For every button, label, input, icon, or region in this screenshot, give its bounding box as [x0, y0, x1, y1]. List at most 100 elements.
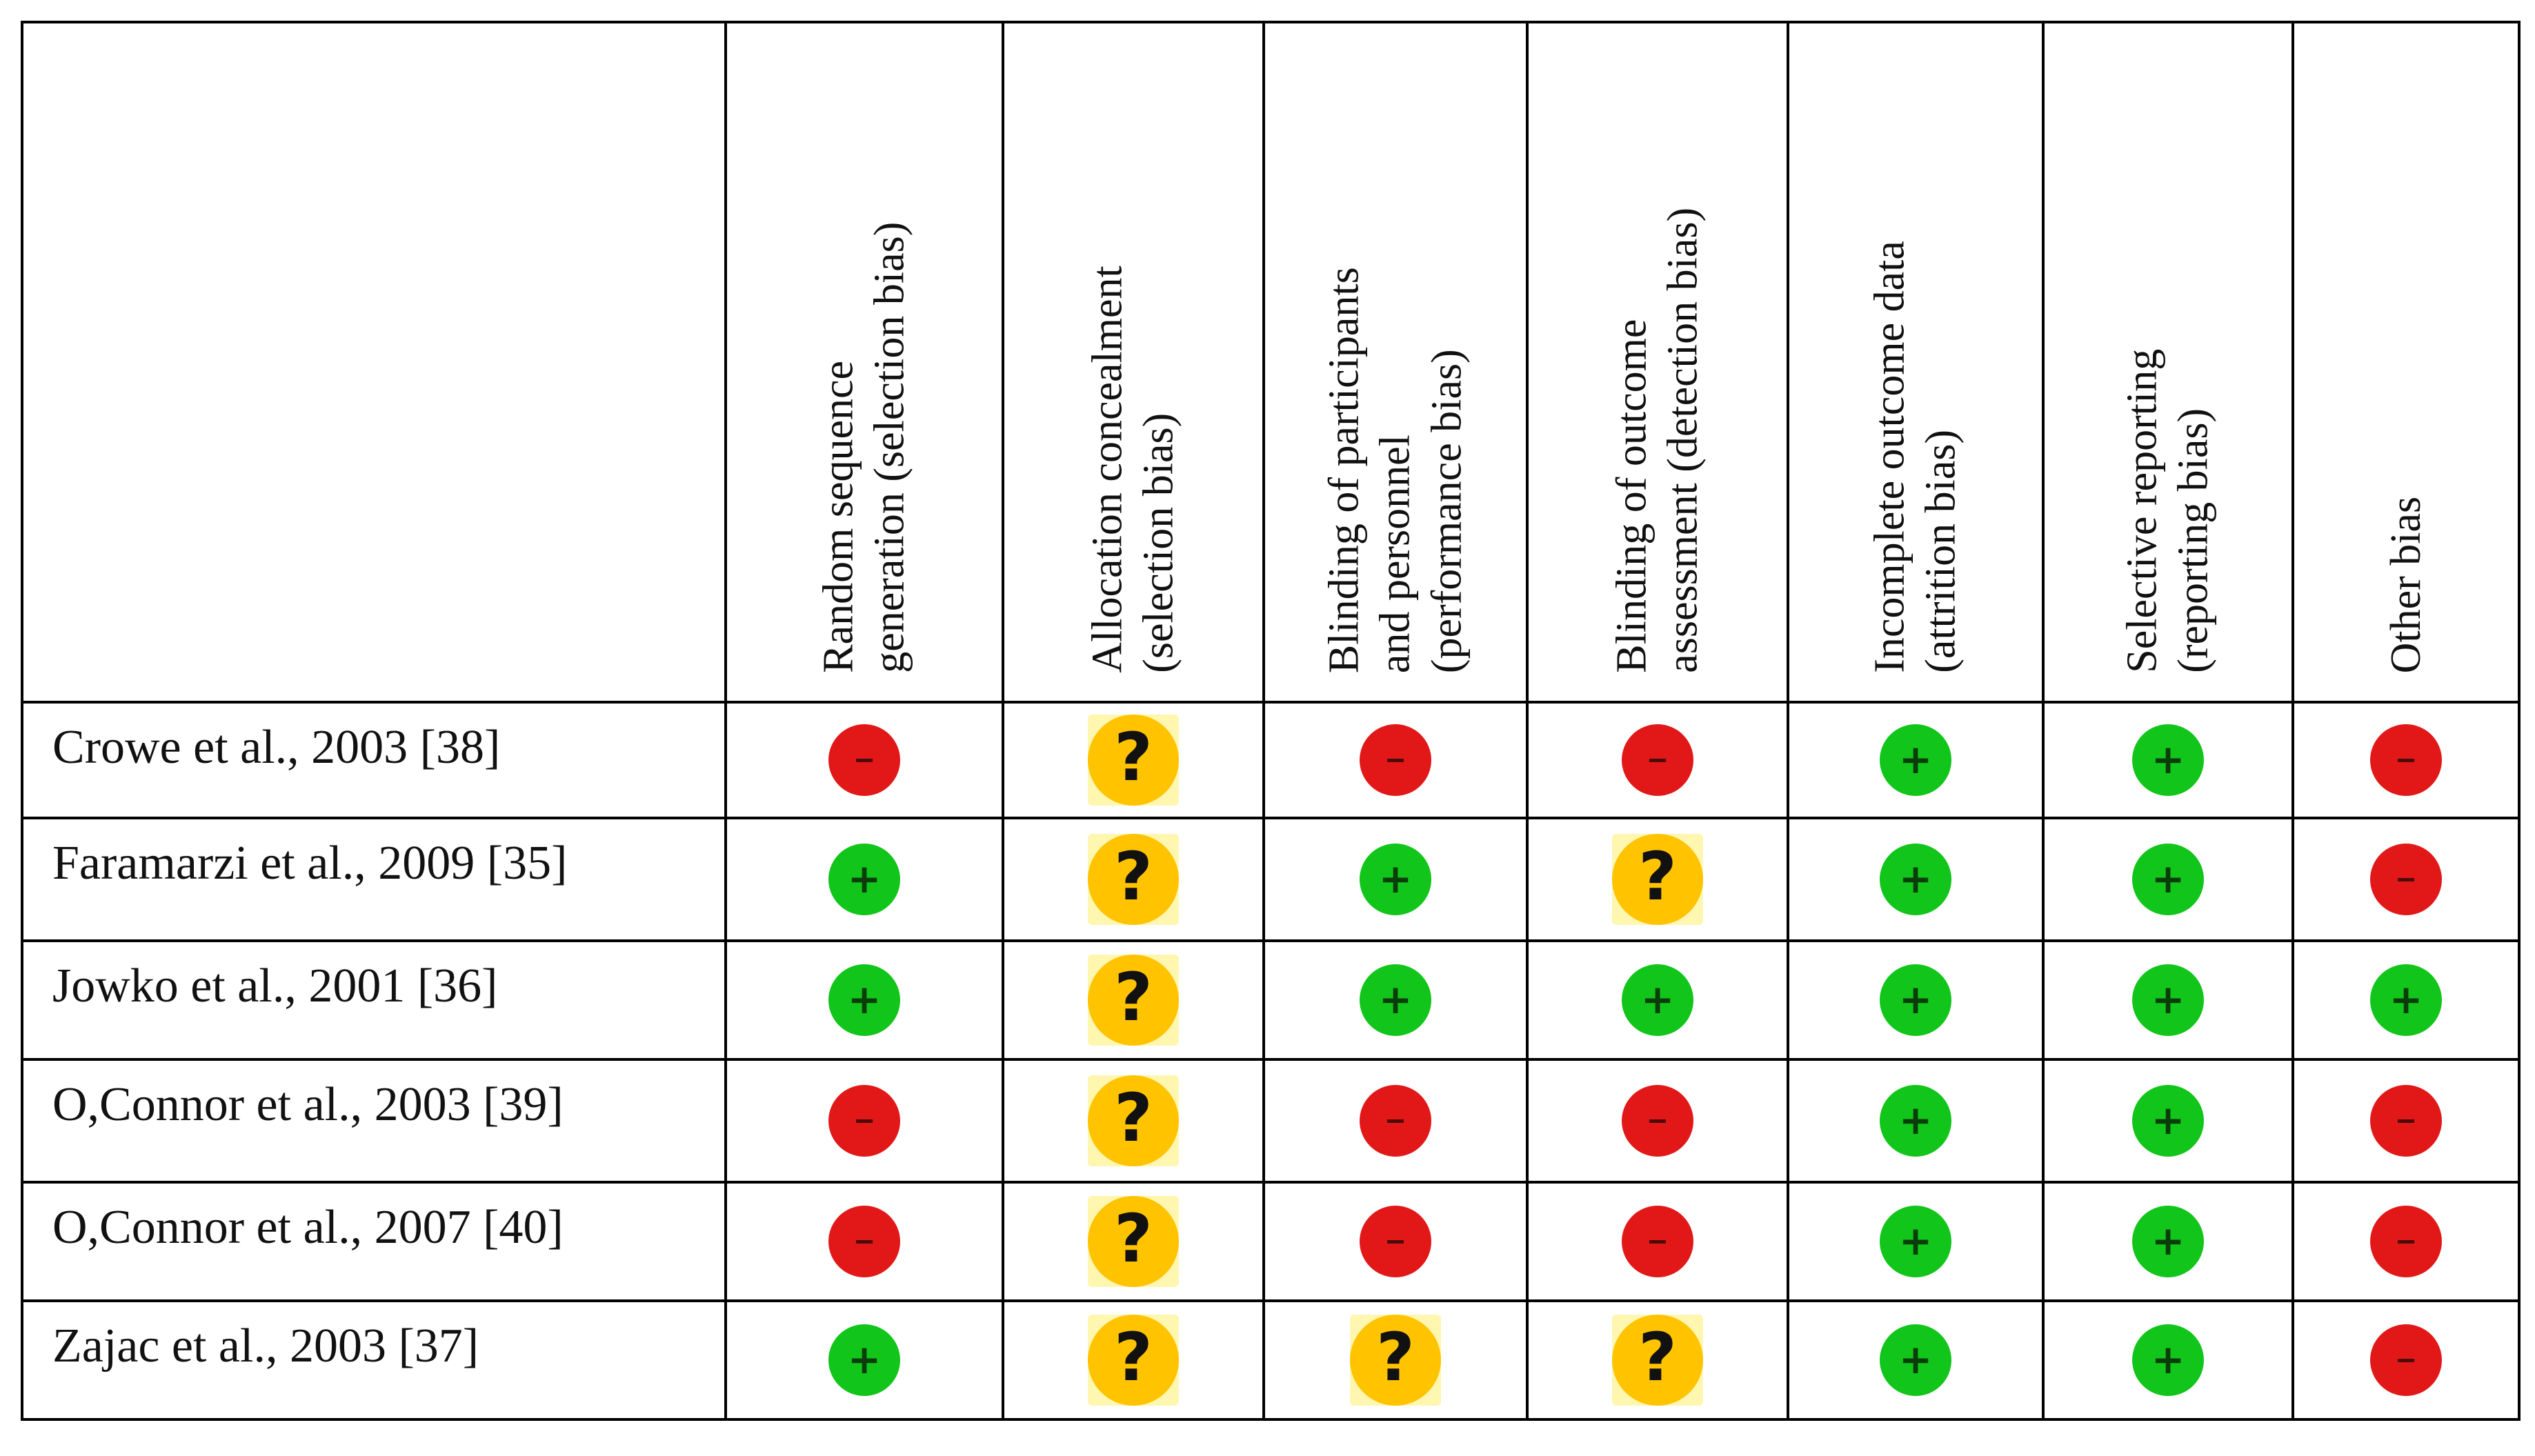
column-header: Random sequence generation (selection bia… [724, 21, 1004, 704]
minus-circle-icon [828, 1085, 900, 1157]
study-name: Crowe et al., 2003 [38] [21, 701, 727, 819]
column-header-line: Incomplete outcome data [1866, 241, 1913, 673]
risk-of-bias-table: Random sequence generation (selection bia… [21, 21, 2521, 1421]
study-name: Zajac et al., 2003 [37] [21, 1299, 727, 1421]
rating-cell [1787, 1181, 2045, 1302]
question-circle-icon [1612, 834, 1703, 925]
question-icon-background [1088, 715, 1179, 806]
plus-circle-icon [828, 1324, 900, 1396]
column-header: Other bias [2292, 21, 2521, 704]
question-icon-background [1350, 1315, 1441, 1406]
plus-circle-icon [1622, 964, 1693, 1036]
rating-cell [2042, 817, 2294, 942]
minus-circle-icon [1622, 1206, 1693, 1277]
column-header: Allocation concealment (selection bias) [1002, 21, 1265, 704]
plus-circle-icon [2132, 724, 2204, 796]
minus-circle-icon [1622, 1085, 1693, 1157]
rating-cell [2042, 1299, 2294, 1421]
column-header: Blinding of outcome assessment (detection… [1526, 21, 1789, 704]
table-body: Crowe et al., 2003 [38]Faramarzi et al.,… [21, 701, 2521, 1421]
rating-cell [1787, 701, 2045, 819]
plus-circle-icon [828, 964, 900, 1036]
rating-cell [1526, 1181, 1789, 1302]
rating-cell [2292, 1299, 2521, 1421]
column-header: Selective reporting (reporting bias) [2042, 21, 2294, 704]
column-header-line: generation (selection bias) [866, 221, 913, 673]
column-header-line: Blinding of participants [1320, 267, 1368, 673]
plus-circle-icon [1880, 1085, 1951, 1157]
study-name: O,Connor et al., 2007 [40] [21, 1181, 727, 1302]
minus-circle-icon [1360, 724, 1431, 796]
question-circle-icon [1088, 715, 1179, 806]
table-row: O,Connor et al., 2007 [40] [21, 1181, 2521, 1302]
study-name: Jowko et al., 2001 [36] [21, 939, 727, 1061]
rating-cell [1526, 1058, 1789, 1184]
rating-cell [1526, 939, 1789, 1061]
rating-cell [1262, 939, 1529, 1061]
column-header: Incomplete outcome data (attrition bias) [1787, 21, 2045, 704]
table-row: Zajac et al., 2003 [37] [21, 1299, 2521, 1421]
rating-cell [1526, 817, 1789, 942]
rating-cell [1262, 1181, 1529, 1302]
plus-circle-icon [2132, 1085, 2204, 1157]
rating-cell [1262, 1299, 1529, 1421]
rating-cell [2292, 1181, 2521, 1302]
column-header-line: Selective reporting [2118, 349, 2166, 673]
rating-cell [1787, 1058, 2045, 1184]
plus-circle-icon [2132, 1324, 2204, 1396]
column-header-line: assessment (detection bias) [1660, 208, 1707, 673]
header-row: Random sequence generation (selection bia… [21, 21, 2521, 704]
minus-circle-icon [828, 724, 900, 796]
plus-circle-icon [1880, 844, 1951, 915]
rating-cell [1787, 817, 2045, 942]
rating-cell [1787, 939, 2045, 1061]
question-icon-background [1612, 834, 1703, 925]
rating-cell [2042, 939, 2294, 1061]
plus-circle-icon [1880, 724, 1951, 796]
column-header-line: Random sequence [815, 361, 862, 673]
plus-circle-icon [1880, 1206, 1951, 1277]
rating-cell [2042, 1058, 2294, 1184]
rating-cell [1002, 701, 1265, 819]
rating-cell [1002, 1058, 1265, 1184]
question-circle-icon [1088, 1315, 1179, 1406]
column-header-line: (selection bias) [1135, 412, 1182, 673]
plus-circle-icon [2132, 1206, 2204, 1277]
plus-circle-icon [1360, 844, 1431, 915]
rating-cell [724, 701, 1004, 819]
rating-cell [2042, 701, 2294, 819]
rating-cell [2292, 939, 2521, 1061]
question-circle-icon [1088, 1075, 1179, 1166]
question-circle-icon [1088, 834, 1179, 925]
rating-cell [1002, 817, 1265, 942]
question-icon-background [1612, 1315, 1703, 1406]
plus-circle-icon [1360, 964, 1431, 1036]
rating-cell [724, 1181, 1004, 1302]
rating-cell [1002, 1181, 1265, 1302]
column-header-line: (performance bias) [1423, 349, 1471, 673]
minus-circle-icon [828, 1206, 900, 1277]
question-icon-background [1088, 834, 1179, 925]
question-circle-icon [1350, 1315, 1441, 1406]
question-circle-icon [1088, 955, 1179, 1046]
question-icon-background [1088, 1075, 1179, 1166]
question-circle-icon [1088, 1196, 1179, 1287]
table-row: Jowko et al., 2001 [36] [21, 939, 2521, 1061]
column-header-line: and personnel [1371, 434, 1419, 673]
minus-circle-icon [1360, 1206, 1431, 1277]
minus-circle-icon [2370, 1085, 2442, 1157]
rating-cell [2042, 1181, 2294, 1302]
rating-cell [724, 817, 1004, 942]
plus-circle-icon [2370, 964, 2442, 1036]
column-header: Blinding of participants and personnel (pe… [1262, 21, 1529, 704]
plus-circle-icon [1880, 1324, 1951, 1396]
question-circle-icon [1612, 1315, 1703, 1406]
table-row: O,Connor et al., 2003 [39] [21, 1058, 2521, 1184]
rating-cell [1262, 1058, 1529, 1184]
minus-circle-icon [2370, 724, 2442, 796]
rating-cell [2292, 1058, 2521, 1184]
minus-circle-icon [2370, 1206, 2442, 1277]
study-name: O,Connor et al., 2003 [39] [21, 1058, 727, 1184]
column-header-line: (reporting bias) [2170, 408, 2217, 673]
study-name: Faramarzi et al., 2009 [35] [21, 817, 727, 942]
